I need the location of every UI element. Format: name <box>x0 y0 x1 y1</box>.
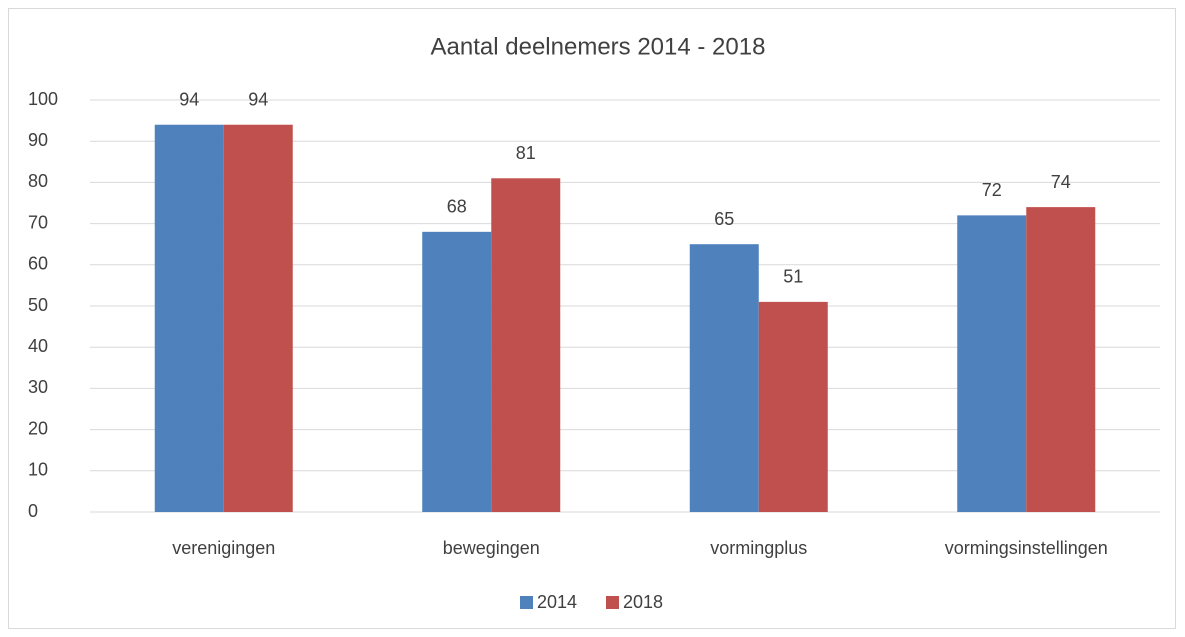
x-tick-label: verenigingen <box>172 538 275 558</box>
legend-swatch <box>606 596 619 609</box>
y-tick-label: 30 <box>28 377 48 397</box>
y-tick-label: 100 <box>28 89 58 109</box>
y-tick-label: 40 <box>28 336 48 356</box>
bar <box>689 244 759 512</box>
chart-title: Aantal deelnemers 2014 - 2018 <box>431 33 766 60</box>
y-tick-label: 60 <box>28 254 48 274</box>
legend-label: 2014 <box>537 592 577 612</box>
y-tick-label: 50 <box>28 295 48 315</box>
bar <box>223 124 293 512</box>
value-label: 74 <box>1051 172 1071 192</box>
value-label: 81 <box>516 143 536 163</box>
x-tick-label: vormingplus <box>710 538 807 558</box>
value-label: 51 <box>783 267 803 287</box>
y-tick-label: 70 <box>28 212 48 232</box>
value-label: 68 <box>447 197 467 217</box>
y-tick-label: 80 <box>28 171 48 191</box>
y-tick-label: 10 <box>28 460 48 480</box>
y-tick-label: 0 <box>28 501 38 521</box>
value-label: 65 <box>714 209 734 229</box>
bar <box>422 231 492 512</box>
bar <box>154 124 224 512</box>
bar <box>957 215 1027 513</box>
value-label: 94 <box>179 89 199 109</box>
y-tick-label: 20 <box>28 418 48 438</box>
value-label: 94 <box>248 89 268 109</box>
value-label: 72 <box>982 180 1002 200</box>
x-tick-label: vormingsinstellingen <box>945 538 1108 558</box>
y-tick-label: 90 <box>28 130 48 150</box>
x-tick-label: bewegingen <box>443 538 540 558</box>
bar <box>1026 207 1096 512</box>
bar <box>491 178 561 512</box>
legend-label: 2018 <box>623 592 663 612</box>
legend-swatch <box>520 596 533 609</box>
bar <box>758 301 828 512</box>
